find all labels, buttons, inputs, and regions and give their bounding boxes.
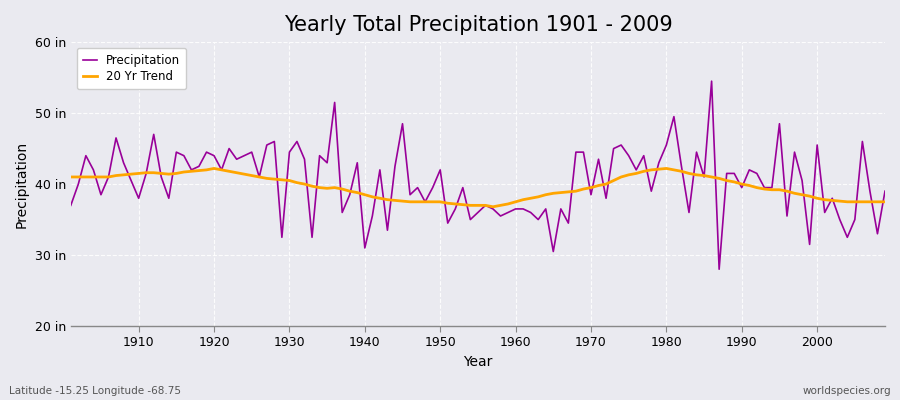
20 Yr Trend [299,182,310,186]
Text: Latitude -15.25 Longitude -68.75: Latitude -15.25 Longitude -68.75 [9,386,181,396]
20 Yr Trend [345,189,356,194]
20 Yr Trend [526,196,536,201]
20 Yr Trend [126,172,137,176]
Precipitation [503,210,514,215]
Y-axis label: Precipitation: Precipitation [15,140,29,228]
20 Yr Trend [879,200,890,204]
Text: worldspecies.org: worldspecies.org [803,386,891,396]
Title: Yearly Total Precipitation 1901 - 2009: Yearly Total Precipitation 1901 - 2009 [284,15,672,35]
Precipitation [337,210,347,215]
Line: Precipitation: Precipitation [71,81,885,269]
20 Yr Trend [616,174,626,179]
Legend: Precipitation, 20 Yr Trend: Precipitation, 20 Yr Trend [76,48,186,89]
Precipitation [706,79,717,84]
20 Yr Trend [518,197,528,202]
20 Yr Trend [488,204,499,209]
Precipitation [126,178,137,183]
Precipitation [879,189,890,194]
Precipitation [510,206,521,211]
Precipitation [66,203,77,208]
Precipitation [600,196,611,201]
Line: 20 Yr Trend: 20 Yr Trend [71,168,885,207]
20 Yr Trend [66,174,77,179]
X-axis label: Year: Year [464,355,492,369]
Precipitation [292,139,302,144]
20 Yr Trend [209,166,220,171]
Precipitation [714,267,724,272]
